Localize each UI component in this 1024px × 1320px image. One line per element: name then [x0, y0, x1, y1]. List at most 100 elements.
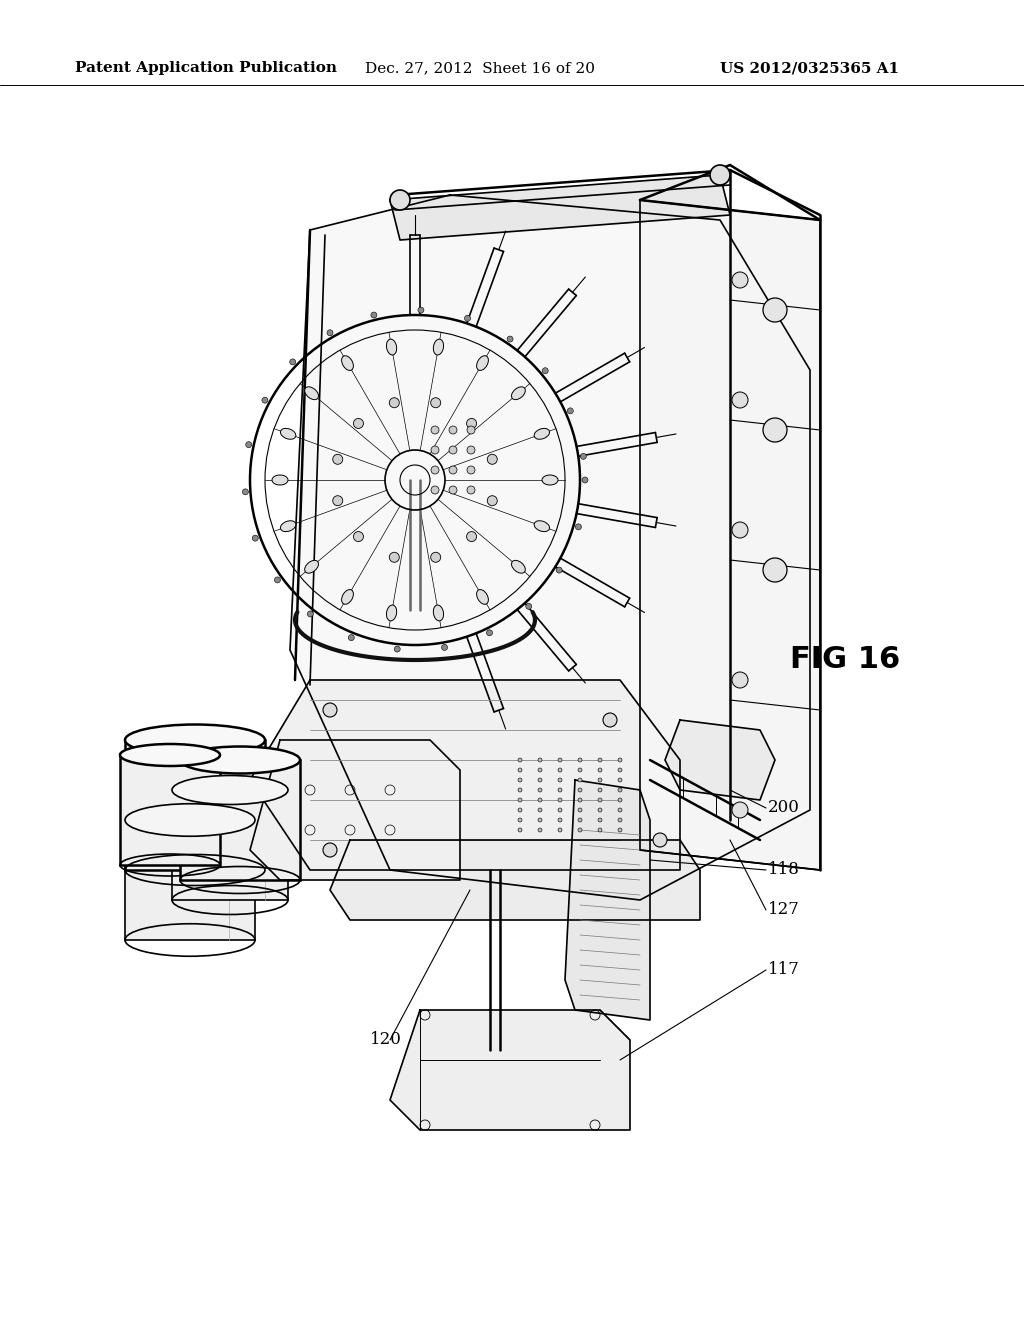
Circle shape [578, 799, 582, 803]
Ellipse shape [342, 355, 353, 371]
Circle shape [323, 843, 337, 857]
Bar [180, 760, 300, 880]
Circle shape [394, 645, 400, 652]
Circle shape [538, 818, 542, 822]
Circle shape [578, 828, 582, 832]
Circle shape [598, 808, 602, 812]
Polygon shape [390, 1010, 630, 1130]
Circle shape [431, 552, 440, 562]
Circle shape [763, 418, 787, 442]
Circle shape [431, 397, 440, 408]
Bar [172, 789, 288, 900]
Circle shape [538, 828, 542, 832]
Text: FIG 16: FIG 16 [790, 645, 900, 675]
Circle shape [618, 768, 622, 772]
Circle shape [431, 486, 439, 494]
Ellipse shape [386, 339, 396, 355]
Text: Patent Application Publication: Patent Application Publication [75, 61, 337, 75]
Polygon shape [290, 195, 810, 900]
Polygon shape [390, 176, 730, 240]
Circle shape [518, 777, 522, 781]
Circle shape [333, 496, 343, 506]
Ellipse shape [542, 475, 558, 484]
Circle shape [518, 799, 522, 803]
Bar [125, 820, 255, 940]
Circle shape [487, 454, 498, 465]
Circle shape [389, 552, 399, 562]
Circle shape [431, 426, 439, 434]
Circle shape [449, 466, 457, 474]
Circle shape [558, 788, 562, 792]
Circle shape [598, 828, 602, 832]
Circle shape [543, 368, 548, 374]
Circle shape [618, 758, 622, 762]
Polygon shape [250, 741, 460, 880]
Ellipse shape [512, 387, 525, 400]
Polygon shape [330, 840, 700, 920]
Circle shape [274, 577, 281, 583]
Circle shape [598, 818, 602, 822]
Circle shape [307, 611, 313, 616]
Circle shape [653, 833, 667, 847]
Polygon shape [640, 201, 820, 870]
Circle shape [732, 272, 748, 288]
Ellipse shape [386, 605, 396, 620]
Circle shape [353, 418, 364, 429]
Circle shape [518, 758, 522, 762]
Ellipse shape [281, 520, 296, 532]
Circle shape [538, 777, 542, 781]
Circle shape [467, 418, 476, 429]
Ellipse shape [342, 590, 353, 605]
Ellipse shape [180, 747, 300, 774]
Circle shape [732, 392, 748, 408]
Circle shape [618, 808, 622, 812]
Circle shape [558, 818, 562, 822]
Polygon shape [565, 780, 650, 1020]
Ellipse shape [433, 605, 443, 620]
Circle shape [518, 818, 522, 822]
Ellipse shape [476, 355, 488, 371]
Circle shape [262, 397, 268, 403]
Ellipse shape [281, 429, 296, 440]
Ellipse shape [433, 339, 443, 355]
Circle shape [431, 446, 439, 454]
Circle shape [575, 524, 582, 529]
Circle shape [578, 758, 582, 762]
Text: 200: 200 [768, 800, 800, 817]
Circle shape [763, 298, 787, 322]
Circle shape [327, 330, 333, 335]
Circle shape [371, 312, 377, 318]
Ellipse shape [305, 387, 318, 400]
Circle shape [578, 768, 582, 772]
Circle shape [567, 408, 573, 414]
Bar [120, 755, 220, 865]
Circle shape [467, 446, 475, 454]
Circle shape [353, 532, 364, 541]
Bar [125, 741, 265, 870]
Circle shape [467, 486, 475, 494]
Circle shape [618, 799, 622, 803]
Circle shape [732, 803, 748, 818]
Circle shape [246, 442, 252, 447]
Text: Dec. 27, 2012  Sheet 16 of 20: Dec. 27, 2012 Sheet 16 of 20 [365, 61, 595, 75]
Circle shape [581, 453, 587, 459]
Circle shape [389, 397, 399, 408]
Ellipse shape [172, 776, 288, 804]
Circle shape [556, 568, 562, 573]
Circle shape [487, 496, 498, 506]
Circle shape [763, 558, 787, 582]
Circle shape [467, 466, 475, 474]
Text: 117: 117 [768, 961, 800, 978]
Circle shape [418, 308, 424, 313]
Circle shape [618, 788, 622, 792]
Circle shape [538, 799, 542, 803]
Ellipse shape [512, 561, 525, 573]
Circle shape [558, 828, 562, 832]
Circle shape [578, 788, 582, 792]
Circle shape [243, 488, 249, 495]
Circle shape [582, 477, 588, 483]
Circle shape [333, 454, 343, 465]
Circle shape [538, 788, 542, 792]
Circle shape [538, 758, 542, 762]
Circle shape [618, 818, 622, 822]
